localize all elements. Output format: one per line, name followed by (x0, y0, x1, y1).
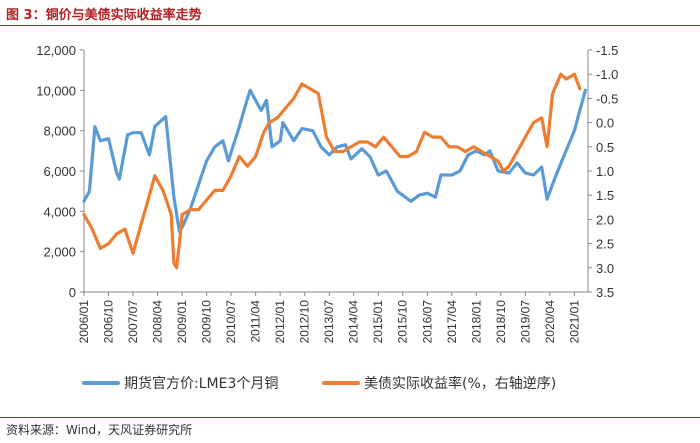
left-tick-label: 2,000 (43, 245, 76, 260)
figure-header: 图 3：铜价与美债实际收益率走势 (0, 0, 700, 26)
copper-price-line (82, 88, 587, 234)
right-tick-label: 3.0 (596, 261, 614, 276)
real-yield-line (82, 72, 582, 270)
left-tick-label: 10,000 (36, 83, 76, 98)
x-tick-label: 2009/01 (175, 300, 189, 344)
right-tick-label: 1.5 (596, 188, 614, 203)
x-tick-label: 2012/01 (273, 300, 287, 344)
legend: 期货官方价:LME3个月铜 美债实际收益率(%，右轴逆序) (82, 375, 556, 392)
legend-label-copper: 期货官方价:LME3个月铜 (124, 375, 278, 392)
right-tick-label: 3.5 (596, 285, 614, 300)
source-divider (0, 417, 700, 418)
x-tick-label: 2020/04 (543, 300, 557, 344)
x-tick-label: 2006/01 (77, 300, 91, 344)
series-group (82, 72, 587, 270)
x-tick-label: 2010/07 (224, 300, 238, 344)
x-tick-label: 2019/07 (518, 300, 532, 344)
x-tick-label: 2008/04 (151, 300, 165, 344)
x-tick-label: 2006/10 (102, 300, 116, 344)
x-tick-label: 2017/04 (445, 300, 459, 344)
right-tick-label: 0.5 (596, 140, 614, 155)
x-tick-label: 2018/10 (494, 300, 508, 344)
title-divider (0, 25, 700, 26)
x-tick-label: 2015/01 (371, 300, 385, 344)
right-tick-label: -1.5 (596, 43, 618, 58)
x-tick-label: 2014/04 (347, 300, 361, 344)
right-y-axis: -1.5 -1.0 -0.5 0.0 0.5 1.0 1.5 2.0 2.5 3.0 3.5 (587, 43, 618, 300)
x-tick-label: 2015/10 (396, 300, 410, 344)
x-tick-label: 2007/07 (126, 300, 140, 344)
x-tick-label: 2013/07 (322, 300, 336, 344)
source-note: 资料来源：Wind，天风证券研究所 (6, 423, 193, 437)
left-tick-label: 6,000 (43, 164, 76, 179)
legend-label-yield: 美债实际收益率(%，右轴逆序) (364, 375, 556, 392)
right-tick-label: -1.0 (596, 67, 618, 82)
x-tick-label: 2011/04 (249, 300, 263, 343)
left-tick-label: 4,000 (43, 204, 76, 219)
x-tick-label: 2016/07 (420, 300, 434, 344)
left-tick-label: 8,000 (43, 124, 76, 139)
right-tick-label: 2.5 (596, 237, 614, 252)
right-tick-label: 1.0 (596, 164, 614, 179)
right-tick-label: 2.0 (596, 212, 614, 227)
left-tick-label: 0 (69, 285, 76, 300)
left-tick-label: 12,000 (36, 43, 76, 58)
left-y-axis: 0 2,000 4,000 6,000 8,000 10,000 12,000 (36, 43, 85, 300)
figure-title: 图 3：铜价与美债实际收益率走势 (6, 8, 202, 23)
right-tick-label: 0.0 (596, 116, 614, 131)
x-tick-label: 2012/10 (298, 300, 312, 344)
x-axis: 2006/01 2006/10 2007/07 2008/04 2009/01 2009/… (77, 291, 588, 344)
right-tick-label: -0.5 (596, 91, 618, 106)
x-tick-label: 2018/01 (469, 300, 483, 344)
x-tick-label: 2009/10 (200, 300, 214, 344)
x-tick-label: 2021/01 (567, 300, 581, 344)
